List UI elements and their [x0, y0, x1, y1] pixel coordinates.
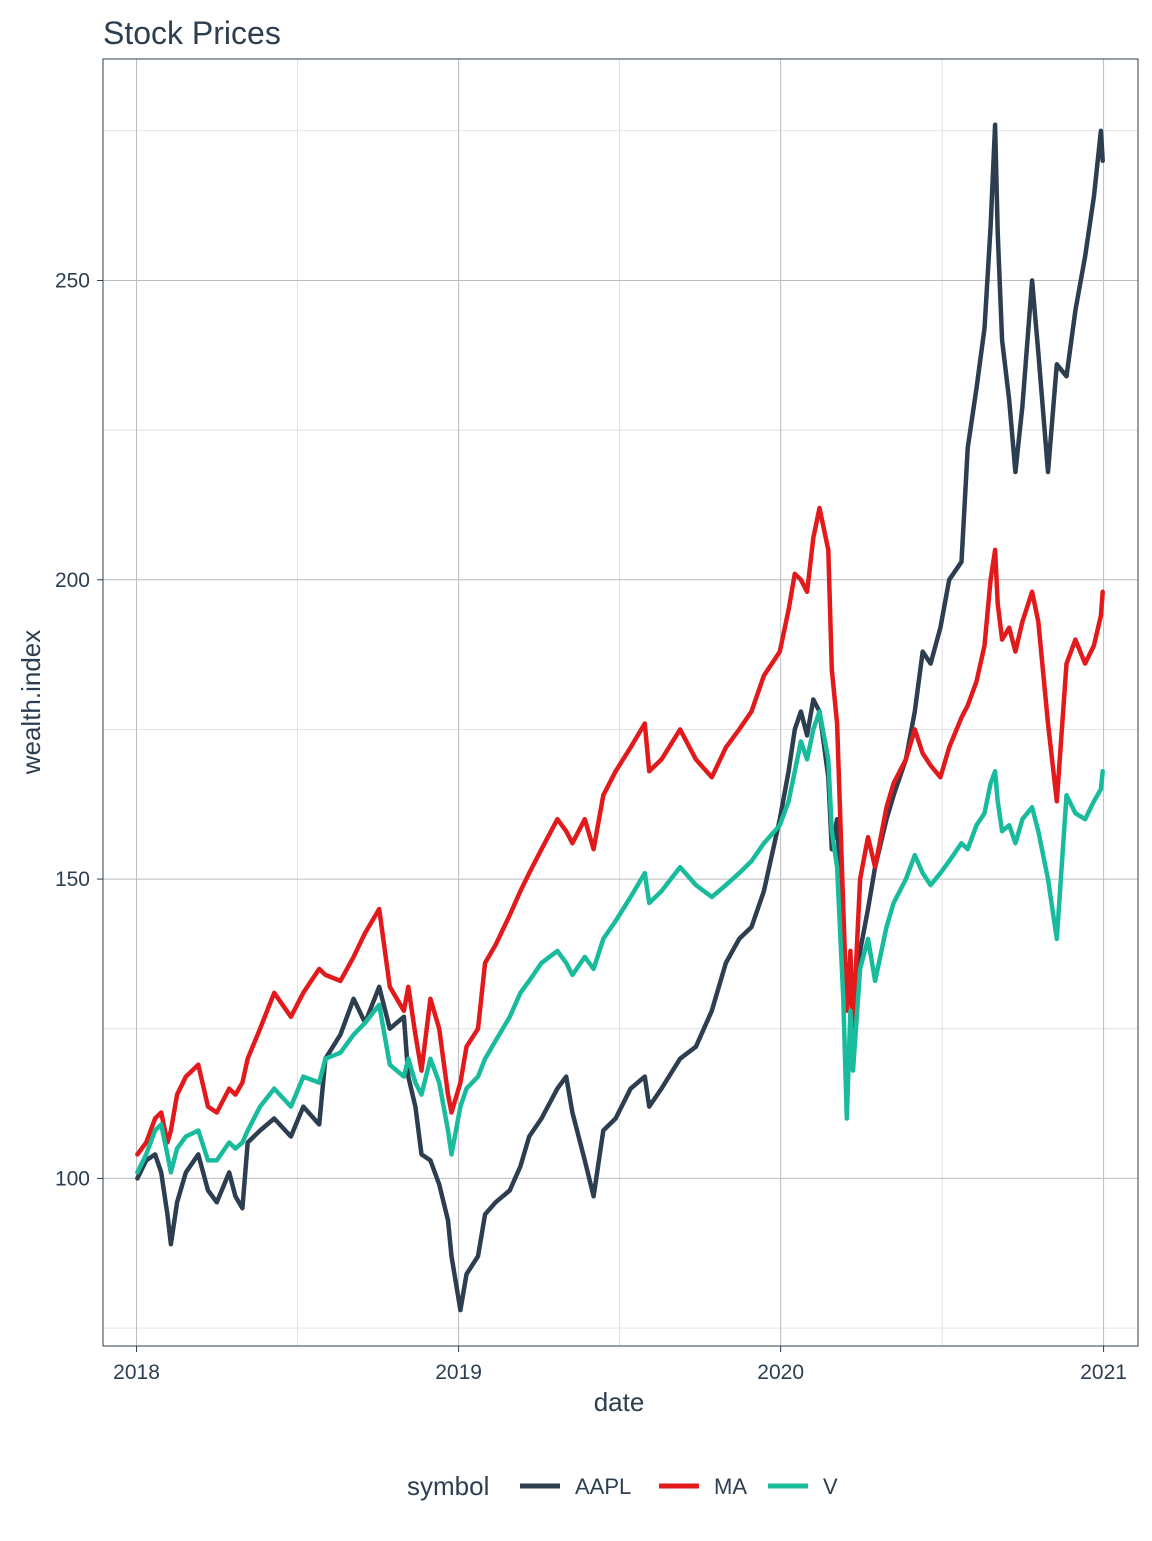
- legend-label-v: V: [823, 1474, 838, 1499]
- x-axis-label: date: [594, 1387, 645, 1417]
- y-tick-label: 200: [55, 569, 90, 592]
- legend-label-aapl: AAPL: [575, 1474, 631, 1499]
- series-line-v: [135, 709, 1105, 1175]
- y-axis-label: wealth.index: [16, 630, 46, 776]
- y-tick-label: 100: [55, 1167, 90, 1190]
- chart-title: Stock Prices: [103, 15, 281, 51]
- legend-title: symbol: [407, 1471, 489, 1501]
- x-tick-label: 2021: [1080, 1361, 1127, 1384]
- series-line-aapl: [135, 122, 1105, 1313]
- legend: symbol AAPL MA V: [407, 1471, 838, 1501]
- x-tick-label: 2018: [113, 1361, 160, 1384]
- plot-panel-border: [102, 58, 1139, 1347]
- x-axis: 2018 2019 2020 2021: [113, 1346, 1127, 1384]
- series-layer: [135, 122, 1105, 1313]
- y-tick-label: 150: [55, 868, 90, 891]
- y-tick-label: 250: [55, 269, 90, 292]
- legend-keys: AAPL MA V: [520, 1474, 838, 1499]
- series-line-ma: [135, 505, 1105, 1157]
- y-axis: 100 150 200 250: [55, 269, 103, 1190]
- x-tick-label: 2020: [757, 1361, 804, 1384]
- legend-label-ma: MA: [714, 1474, 747, 1499]
- x-tick-label: 2019: [435, 1361, 482, 1384]
- gridlines: [103, 59, 1138, 1346]
